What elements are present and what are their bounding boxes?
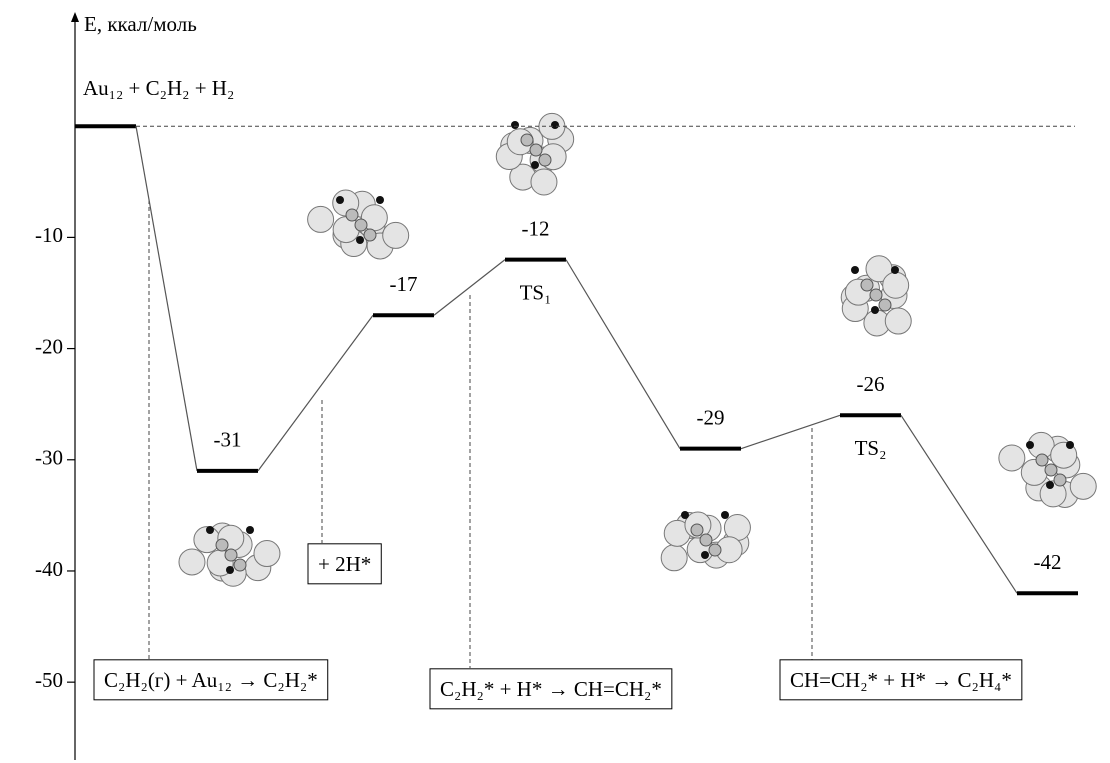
axis-arrow <box>71 12 79 22</box>
level-label: TS₂ <box>855 436 887 460</box>
atom-h <box>1046 481 1054 489</box>
atom-small <box>216 539 228 551</box>
path-segment <box>258 315 373 471</box>
cluster-illustration <box>841 256 911 336</box>
atom-small <box>539 154 551 166</box>
atom <box>254 541 280 567</box>
atom <box>1070 473 1096 499</box>
atom-small <box>364 229 376 241</box>
atom <box>179 549 205 575</box>
atom <box>383 222 409 248</box>
atom-h <box>891 266 899 274</box>
atom-h <box>531 161 539 169</box>
value-label: -26 <box>857 372 885 396</box>
cluster-illustration <box>999 432 1096 507</box>
atom-h <box>206 526 214 534</box>
atom <box>999 445 1025 471</box>
value-label: -12 <box>522 216 550 240</box>
path-segment <box>136 126 197 471</box>
atom-h <box>681 511 689 519</box>
atom-h <box>851 266 859 274</box>
atom-small <box>1054 474 1066 486</box>
y-axis-label: E, ккал/моль <box>84 12 197 36</box>
atom-h <box>226 566 234 574</box>
atom-h <box>376 196 384 204</box>
atom-small <box>691 524 703 536</box>
atom <box>885 308 911 334</box>
atom-small <box>870 289 882 301</box>
atom <box>661 545 687 571</box>
atom-small <box>1036 454 1048 466</box>
path-segment <box>901 415 1017 593</box>
path-segment <box>566 260 680 449</box>
atom-small <box>861 279 873 291</box>
cluster-illustration <box>496 113 573 195</box>
y-tick-label: -50 <box>35 668 63 692</box>
level-label: Au₁₂ + C₂H₂ + H₂ <box>83 76 234 100</box>
annotation: C₂H₂* + H* → CH=CH₂* <box>440 677 662 701</box>
value-label: -17 <box>390 272 418 296</box>
atom <box>308 206 334 232</box>
atom-small <box>225 549 237 561</box>
atom-h <box>721 511 729 519</box>
cluster-illustration <box>308 190 409 259</box>
atom-h <box>701 551 709 559</box>
atom-h <box>1066 441 1074 449</box>
atom-h <box>336 196 344 204</box>
atom-small <box>234 559 246 571</box>
y-tick-label: -10 <box>35 223 63 247</box>
atom-h <box>1026 441 1034 449</box>
atom-small <box>521 134 533 146</box>
y-tick-label: -40 <box>35 557 63 581</box>
atom-small <box>709 544 721 556</box>
atom-h <box>356 236 364 244</box>
y-tick-label: -30 <box>35 446 63 470</box>
path-segment <box>741 415 840 448</box>
annotation: + 2H* <box>318 552 371 576</box>
value-label: -29 <box>697 405 725 429</box>
atom-small <box>530 144 542 156</box>
path-segment <box>434 260 505 316</box>
atom-h <box>551 121 559 129</box>
atom-small <box>879 299 891 311</box>
annotation: C₂H₂(г) + Au₁₂ → C₂H₂* <box>104 668 318 692</box>
atom-h <box>511 121 519 129</box>
value-label: -42 <box>1034 550 1062 574</box>
atom-small <box>700 534 712 546</box>
level-label: TS₁ <box>520 280 552 304</box>
atom-h <box>246 526 254 534</box>
atom <box>883 272 909 298</box>
atom <box>531 169 557 195</box>
y-tick-label: -20 <box>35 334 63 358</box>
atom-small <box>1045 464 1057 476</box>
atom-small <box>355 219 367 231</box>
cluster-illustration <box>661 511 750 571</box>
chart: E, ккал/моль -10 -20 -30 -40 -50 Au₁₂ + C₂H₂ … <box>0 0 1110 763</box>
annotation: CH=CH₂* + H* → C₂H₄* <box>790 668 1012 692</box>
atom-h <box>871 306 879 314</box>
value-label: -31 <box>214 428 242 452</box>
connectors <box>149 200 812 668</box>
cluster-illustration <box>179 523 280 586</box>
atom-small <box>346 209 358 221</box>
